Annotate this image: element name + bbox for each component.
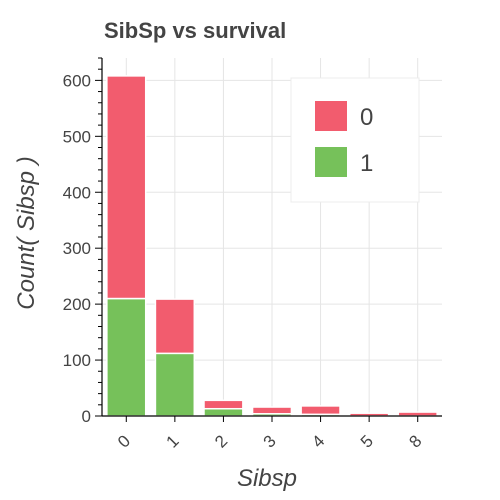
x-axis-ticks: 0 1 2 3 4 5 8	[114, 416, 426, 452]
x-axis-label: Sibsp	[237, 465, 297, 492]
y-tick-label: 600	[63, 71, 91, 90]
y-tick-label: 400	[63, 183, 91, 202]
legend-swatch	[315, 147, 347, 177]
x-tick-label: 8	[405, 431, 425, 451]
bar-sibsp-1-survived-0	[154, 298, 196, 355]
x-tick-label: 3	[260, 431, 280, 451]
bar-sibsp-2-survived-1	[203, 407, 244, 417]
legend-box	[290, 77, 420, 203]
bars	[106, 75, 438, 417]
bar-sibsp-4-survived-0	[300, 405, 341, 416]
y-axis-ticks: 0 100 200 300 400 500 600	[63, 57, 102, 426]
y-tick-label: 200	[63, 295, 91, 314]
legend-label: 1	[360, 150, 373, 177]
x-tick-label: 2	[211, 431, 231, 451]
x-tick-label: 0	[114, 431, 134, 451]
x-tick-label: 5	[357, 431, 377, 451]
y-tick-label: 100	[63, 351, 91, 370]
y-axis-label: Count( Sibsp )	[13, 156, 40, 309]
y-tick-label: 500	[63, 127, 91, 146]
bar-sibsp-1-survived-1	[154, 352, 196, 417]
legend-swatch	[315, 101, 347, 131]
bar-sibsp-0-survived-1	[106, 297, 147, 417]
legend: 01	[290, 77, 420, 203]
x-tick-label: 1	[163, 431, 183, 451]
y-tick-label: 300	[63, 239, 91, 258]
bar-sibsp-2-survived-0	[203, 399, 244, 410]
x-tick-label: 4	[308, 431, 328, 451]
legend-label: 0	[360, 104, 373, 131]
bar-sibsp-3-survived-0	[251, 406, 293, 415]
chart-title: SibSp vs survival	[104, 18, 286, 43]
y-tick-label: 0	[82, 407, 91, 426]
bar-sibsp-0-survived-0	[106, 75, 147, 300]
